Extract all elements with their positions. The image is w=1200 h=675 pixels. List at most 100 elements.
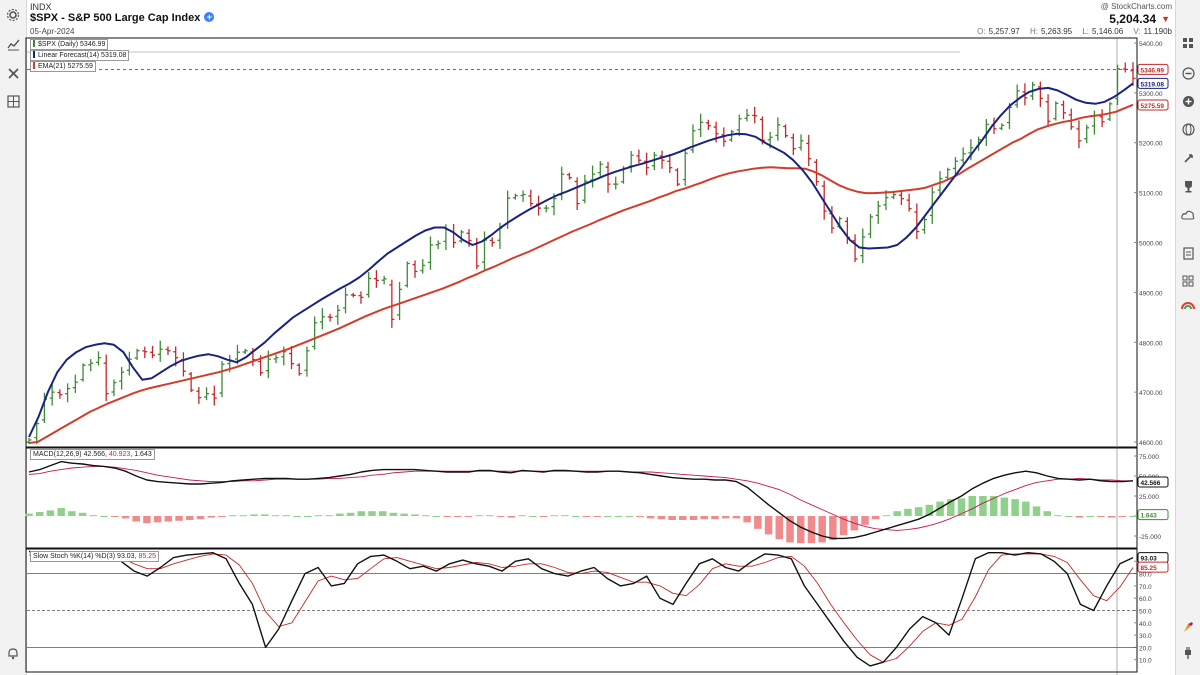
stoch-d-line xyxy=(28,553,1134,663)
macd-histogram-bar xyxy=(496,516,505,517)
price-bar xyxy=(729,129,735,142)
price-bar xyxy=(636,149,642,164)
legend-price[interactable]: $SPX (Daily) 5346.99 xyxy=(30,39,109,50)
legend-ema[interactable]: EMA(21) 5275.59 xyxy=(30,61,96,72)
macd-histogram-bar xyxy=(1118,516,1127,517)
gauge-icon[interactable] xyxy=(1179,296,1197,314)
plus-circle-icon[interactable] xyxy=(1179,92,1197,110)
apps-icon[interactable] xyxy=(1179,272,1197,290)
price-bar xyxy=(945,167,951,180)
layout-grid-icon[interactable] xyxy=(4,92,22,110)
price-bar xyxy=(651,152,657,171)
macd-histogram-bar xyxy=(421,515,430,517)
trophy-icon[interactable] xyxy=(1179,177,1197,195)
macd-histogram-bar xyxy=(411,514,419,516)
macd-histogram-bar xyxy=(314,515,323,517)
macd-histogram-bar xyxy=(250,514,258,516)
price-bar xyxy=(1061,100,1067,120)
macd-histogram-bar xyxy=(979,496,987,516)
macd-histogram-bar xyxy=(261,514,269,516)
price-bar xyxy=(898,191,904,205)
macd-histogram-bar xyxy=(1043,511,1052,516)
macd-histogram-bar xyxy=(947,499,955,516)
price-bar xyxy=(211,385,217,406)
legend-stoch[interactable]: Slow Stoch %K(14) %D(3) 93.03, 85.25 xyxy=(30,551,159,562)
macd-histogram-bar xyxy=(518,515,526,517)
price-bar xyxy=(744,108,750,122)
macd-histogram-bar xyxy=(1054,515,1062,517)
macd-histogram-bar xyxy=(593,516,601,517)
legend-forecast[interactable]: Linear Forecast(14) 5319.08 xyxy=(30,50,130,61)
macd-histogram-bar xyxy=(1107,516,1116,518)
macd-histogram-bar xyxy=(443,516,451,517)
line-chart-icon[interactable] xyxy=(4,35,22,53)
plug-icon[interactable] xyxy=(1179,644,1197,662)
price-bar xyxy=(914,203,920,240)
ohlc-readout: O: 5,257.97 H: 5,263.95 L: 5,146.06 V: 11.19… xyxy=(969,27,1172,36)
minus-circle-icon[interactable] xyxy=(1179,64,1197,82)
add-symbol-icon[interactable]: + xyxy=(204,12,215,22)
macd-histogram-bar xyxy=(153,516,162,523)
price-last-label-text: 5319.08 xyxy=(1141,81,1165,88)
price-bar xyxy=(574,177,580,210)
price-bar xyxy=(26,438,32,445)
macd-histogram-bar xyxy=(807,516,816,544)
price-bar xyxy=(659,150,665,169)
macd-last-label: 42.566 xyxy=(1137,476,1169,488)
macd-histogram-bar xyxy=(271,515,280,517)
macd-histogram-bar xyxy=(914,507,923,516)
macd-histogram-bar xyxy=(464,516,473,517)
price-bar xyxy=(667,153,673,173)
macd-last-label-box xyxy=(1137,509,1169,521)
brand-logo[interactable]: @ StockCharts.com xyxy=(1100,2,1172,11)
price-bar xyxy=(1099,109,1105,128)
paint-icon[interactable] xyxy=(1179,618,1197,636)
document-icon[interactable] xyxy=(1179,244,1197,262)
price-bar xyxy=(95,351,101,366)
macd-histogram-bar xyxy=(303,516,312,517)
price-bar xyxy=(404,261,410,288)
macd-histogram-bar xyxy=(904,508,912,516)
grid-icon[interactable] xyxy=(1179,34,1197,52)
price-last-label-box xyxy=(1137,77,1169,89)
macd-histogram-bar xyxy=(357,511,366,516)
symbol-title[interactable]: $SPX - S&P 500 Large Cap Index xyxy=(30,12,201,24)
price-bar xyxy=(512,193,518,200)
price-bar xyxy=(968,139,974,161)
macd-histogram-bar xyxy=(614,516,623,517)
globe-icon[interactable] xyxy=(1179,120,1197,138)
macd-histogram-bar xyxy=(110,516,119,517)
price-bar xyxy=(412,260,418,278)
price-bar xyxy=(451,223,457,248)
tools-icon[interactable] xyxy=(4,64,22,82)
price-tick-label: 4900.00 xyxy=(1139,290,1163,297)
macd-histogram-bar xyxy=(507,516,516,518)
down-arrow-icon: ▼ xyxy=(1161,14,1170,24)
macd-histogram-bar xyxy=(957,498,966,516)
price-bar xyxy=(373,270,379,288)
price-bar xyxy=(150,345,156,359)
macd-signal-line xyxy=(28,465,1133,531)
price-bar xyxy=(705,119,711,130)
macd-histogram-bar xyxy=(325,515,333,517)
bell-icon[interactable] xyxy=(4,644,22,662)
rocket-icon[interactable] xyxy=(1179,149,1197,167)
price-bar xyxy=(1122,62,1128,73)
legend-macd[interactable]: MACD(12,26,9) 42.566, 40.923, 1.643 xyxy=(30,449,155,460)
macd-histogram-bar xyxy=(657,516,666,520)
gear-icon[interactable] xyxy=(4,6,22,24)
price-bar xyxy=(165,346,171,355)
price-tick-label: 5100.00 xyxy=(1139,191,1163,198)
price-bar xyxy=(219,361,225,398)
price-bar xyxy=(381,275,387,285)
cloud-icon[interactable] xyxy=(1179,206,1197,224)
macd-panel-frame xyxy=(25,447,1138,549)
macd-histogram-bar xyxy=(100,516,108,517)
price-tick-label: 5400.00 xyxy=(1139,41,1163,48)
price-bar xyxy=(119,366,125,390)
macd-histogram-bar xyxy=(818,516,826,543)
price-bar xyxy=(960,147,966,164)
stoch-k-line xyxy=(28,550,1134,667)
macd-histogram-bar xyxy=(571,516,580,517)
